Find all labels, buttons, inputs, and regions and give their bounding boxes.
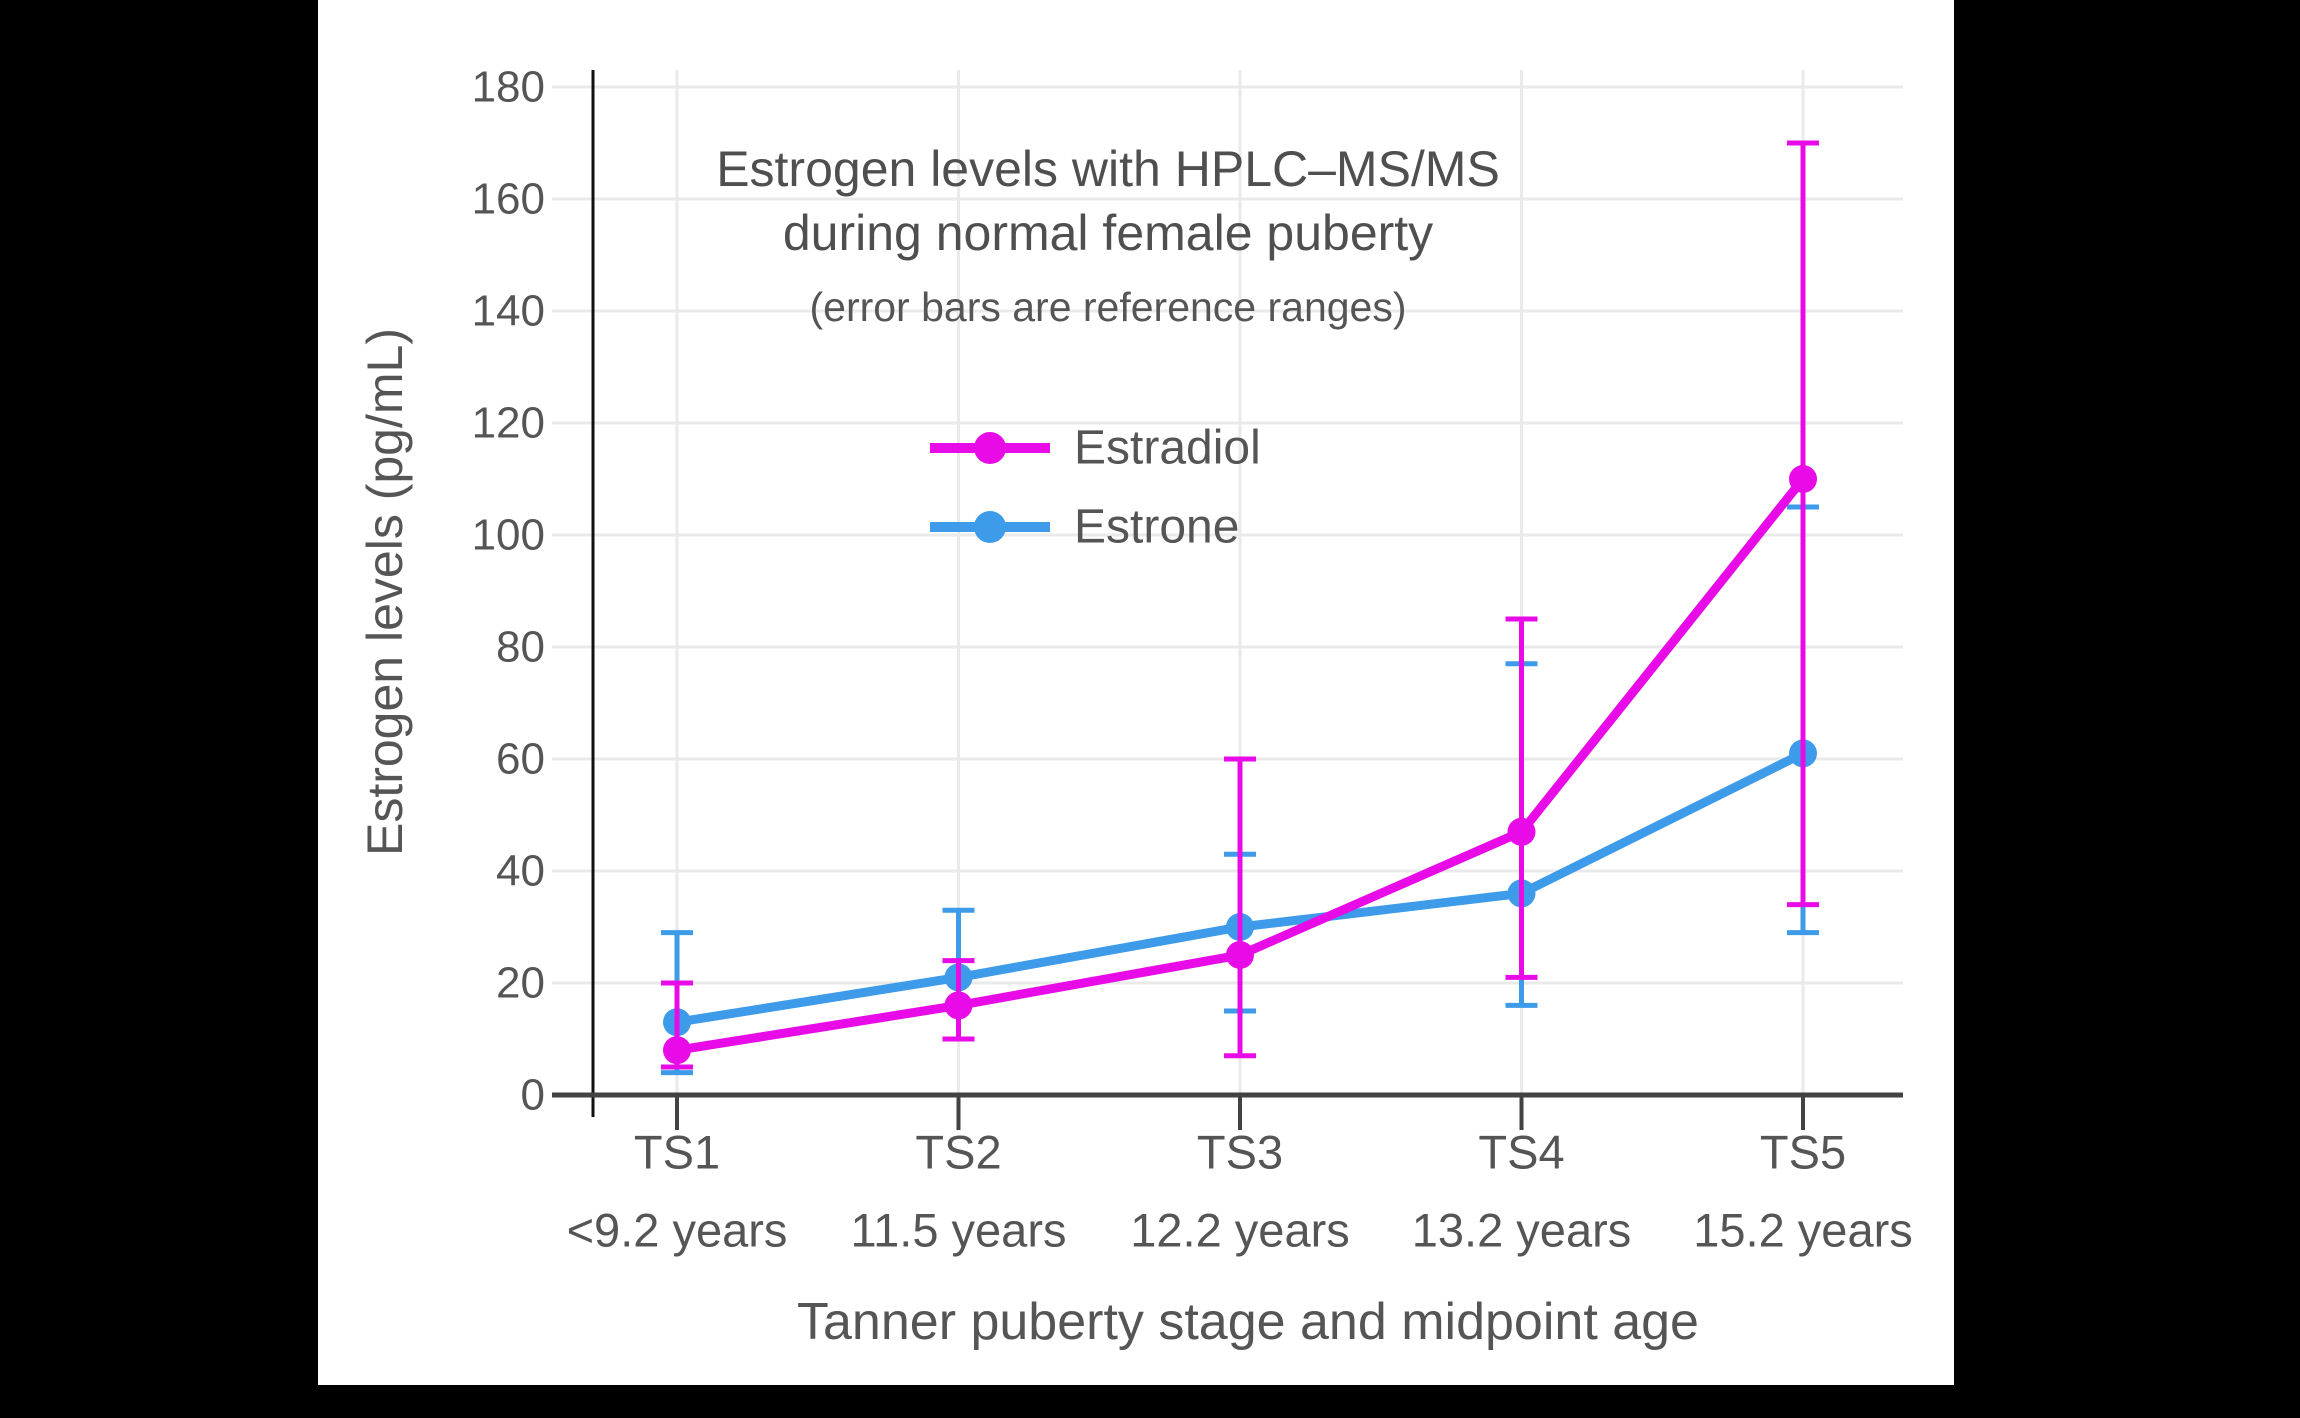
- y-tick-label: 40: [496, 847, 545, 896]
- data-point: [1789, 465, 1817, 493]
- y-tick-label: 140: [472, 287, 545, 336]
- y-axis-tick-labels: 0 20 40 60 80 100 120 140 160 180: [472, 63, 545, 1120]
- x-tick-label: TS1: [634, 1126, 720, 1179]
- legend-swatch-dot: [974, 511, 1006, 543]
- x-tick-label: TS5: [1760, 1126, 1846, 1179]
- x-axis-ticks: [675, 1097, 1805, 1130]
- x-tick-label: TS4: [1478, 1126, 1564, 1179]
- legend-label: Estrone: [1074, 501, 1239, 554]
- y-tick-label: 160: [472, 175, 545, 224]
- series-estradiol: [661, 140, 1819, 1070]
- chart-panel: [318, 0, 1954, 1385]
- y-tick-label: 20: [496, 959, 545, 1008]
- y-tick-label: 120: [472, 399, 545, 448]
- x-axis-tick-labels: TS1 <9.2 years TS2 11.5 years TS3 12.2 years T…: [567, 1126, 1913, 1257]
- data-point: [944, 991, 973, 1020]
- y-tick-label: 0: [521, 1071, 545, 1120]
- legend-label: Estradiol: [1074, 422, 1261, 475]
- y-axis-title: Estrogen levels (pg/mL): [357, 328, 413, 856]
- x-tick-sublabel: 13.2 years: [1412, 1204, 1631, 1257]
- x-tick-label: TS2: [915, 1126, 1001, 1179]
- data-point: [663, 1036, 691, 1065]
- x-tick-label: TS3: [1197, 1126, 1283, 1179]
- x-axis-title: Tanner puberty stage and midpoint age: [797, 1293, 1699, 1351]
- y-tick-label: 180: [472, 63, 545, 112]
- x-tick-sublabel: <9.2 years: [567, 1204, 788, 1257]
- chart-title-line2: during normal female puberty: [783, 205, 1433, 261]
- y-tick-label: 60: [496, 735, 545, 784]
- legend-swatch-dot: [974, 432, 1006, 464]
- x-tick-sublabel: 11.5 years: [851, 1204, 1067, 1257]
- gridlines: [552, 70, 1903, 1095]
- legend: Estradiol Estrone: [930, 422, 1261, 554]
- y-tick-label: 100: [472, 511, 545, 560]
- data-series: [661, 140, 1819, 1076]
- chart-subtitle: (error bars are reference ranges): [809, 284, 1406, 330]
- y-tick-label: 80: [496, 623, 545, 672]
- legend-item-estrone: Estrone: [930, 501, 1239, 554]
- x-tick-sublabel: 15.2 years: [1693, 1204, 1912, 1257]
- chart-title-line1: Estrogen levels with HPLC–MS/MS: [716, 141, 1500, 197]
- legend-item-estradiol: Estradiol: [930, 422, 1261, 475]
- x-tick-sublabel: 12.2 years: [1130, 1204, 1349, 1257]
- data-point: [1507, 817, 1536, 846]
- data-point: [1226, 941, 1254, 969]
